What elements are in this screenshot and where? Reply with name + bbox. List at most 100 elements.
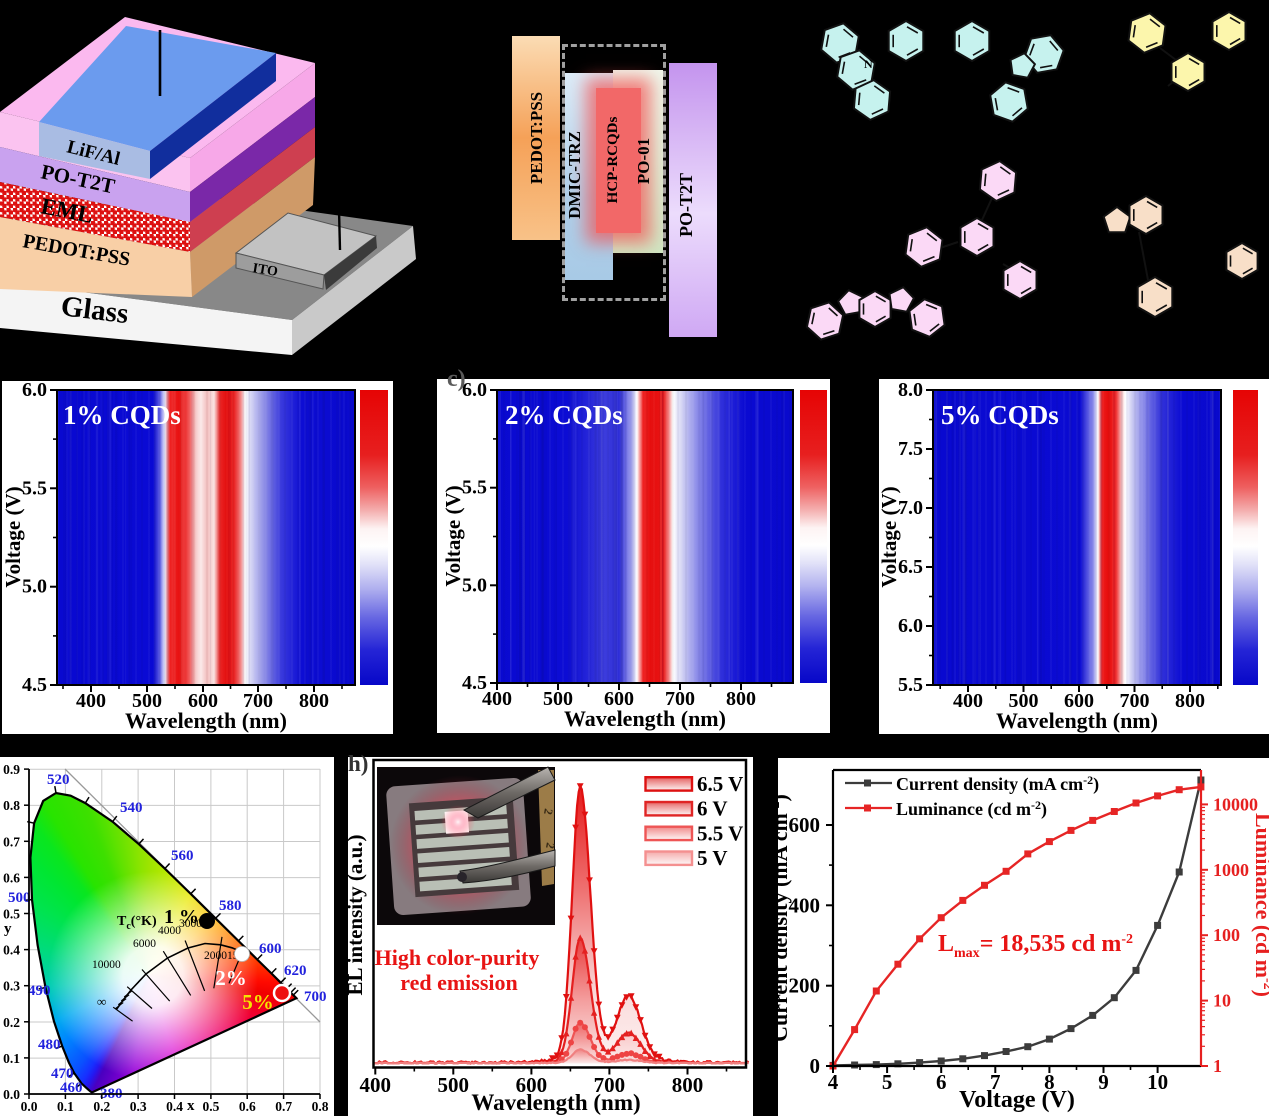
svg-text:1 %: 1 % bbox=[164, 906, 199, 928]
svg-text:7.0: 7.0 bbox=[898, 497, 923, 519]
svg-text:Luminance (cd m-2): Luminance (cd m-2) bbox=[1251, 813, 1269, 997]
svg-text:7.5: 7.5 bbox=[898, 438, 923, 460]
svg-text:10000: 10000 bbox=[92, 959, 121, 971]
svg-text:0.8: 0.8 bbox=[3, 798, 20, 813]
svg-text:5%: 5% bbox=[242, 990, 274, 1014]
svg-text:∞: ∞ bbox=[97, 994, 106, 1009]
svg-text:0.5: 0.5 bbox=[202, 1099, 219, 1114]
svg-text:600: 600 bbox=[516, 1073, 548, 1097]
svg-text:6.0: 6.0 bbox=[462, 379, 487, 401]
svg-text:1000: 1000 bbox=[1213, 860, 1249, 880]
svg-text:5.0: 5.0 bbox=[462, 574, 487, 596]
svg-text:4.5: 4.5 bbox=[462, 672, 487, 694]
svg-text:5 V: 5 V bbox=[697, 846, 728, 870]
svg-text:Wavelength (nm): Wavelength (nm) bbox=[471, 1090, 640, 1115]
svg-text:PEDOT:PSS: PEDOT:PSS bbox=[527, 92, 546, 184]
svg-text:8.0: 8.0 bbox=[898, 379, 923, 401]
svg-text:700: 700 bbox=[665, 688, 695, 710]
svg-text:0.2: 0.2 bbox=[93, 1099, 110, 1114]
svg-text:y: y bbox=[4, 921, 12, 937]
svg-text:0.7: 0.7 bbox=[3, 834, 20, 849]
svg-text:470: 470 bbox=[51, 1066, 74, 1082]
svg-text:0.1: 0.1 bbox=[3, 1051, 20, 1066]
svg-text:2%: 2% bbox=[215, 966, 247, 990]
svg-text:600: 600 bbox=[604, 688, 634, 710]
svg-text:500: 500 bbox=[1009, 690, 1039, 712]
svg-text:4.5: 4.5 bbox=[22, 674, 47, 696]
svg-text:0.3: 0.3 bbox=[3, 979, 20, 994]
svg-text:4000: 4000 bbox=[158, 925, 181, 937]
svg-text:0.7: 0.7 bbox=[275, 1099, 292, 1114]
svg-text:Tc(°K): Tc(°K) bbox=[117, 914, 157, 932]
svg-text:ITO: ITO bbox=[251, 261, 279, 280]
svg-text:6 V: 6 V bbox=[697, 797, 728, 821]
svg-text:Wavelength (nm): Wavelength (nm) bbox=[564, 706, 726, 731]
svg-text:red emission: red emission bbox=[400, 970, 518, 995]
svg-text:600: 600 bbox=[789, 813, 821, 837]
svg-text:Voltage (V): Voltage (V) bbox=[877, 486, 901, 587]
svg-text:c): c) bbox=[447, 366, 466, 392]
svg-text:5.5: 5.5 bbox=[462, 477, 487, 499]
svg-text:800: 800 bbox=[726, 688, 756, 710]
svg-text:400: 400 bbox=[76, 690, 106, 712]
svg-text:0.5: 0.5 bbox=[3, 907, 20, 922]
svg-text:10000: 10000 bbox=[1213, 794, 1258, 814]
svg-text:490: 490 bbox=[28, 983, 51, 999]
svg-text:HCP-RCQDs: HCP-RCQDs bbox=[605, 117, 621, 204]
svg-text:8: 8 bbox=[1044, 1070, 1055, 1094]
svg-text:700: 700 bbox=[243, 690, 273, 712]
svg-text:560: 560 bbox=[171, 848, 194, 864]
svg-text:Voltage (V): Voltage (V) bbox=[959, 1087, 1075, 1113]
svg-text:5.5: 5.5 bbox=[898, 674, 923, 696]
svg-text:0: 0 bbox=[810, 1054, 821, 1078]
svg-text:Wavelength (nm): Wavelength (nm) bbox=[996, 708, 1158, 733]
svg-text:700: 700 bbox=[1120, 690, 1150, 712]
svg-text:6000: 6000 bbox=[133, 938, 156, 950]
svg-text:200: 200 bbox=[789, 974, 821, 998]
svg-text:5.5: 5.5 bbox=[22, 477, 47, 499]
svg-text:800: 800 bbox=[1175, 690, 1205, 712]
svg-text:700: 700 bbox=[304, 989, 327, 1005]
svg-text:540: 540 bbox=[120, 800, 143, 816]
svg-text:500: 500 bbox=[438, 1073, 470, 1097]
svg-text:600: 600 bbox=[188, 690, 218, 712]
svg-text:460: 460 bbox=[60, 1080, 83, 1096]
svg-text:0.6: 0.6 bbox=[239, 1099, 256, 1114]
svg-text:5.5 V: 5.5 V bbox=[697, 821, 743, 845]
svg-text:400: 400 bbox=[789, 893, 821, 917]
svg-text:Voltage (V): Voltage (V) bbox=[441, 485, 465, 586]
svg-text:PO-T2T: PO-T2T bbox=[676, 173, 696, 237]
svg-text:1% CQDs: 1% CQDs bbox=[63, 400, 181, 430]
svg-text:0.4: 0.4 bbox=[166, 1099, 183, 1114]
svg-text:PO-01: PO-01 bbox=[634, 138, 653, 184]
svg-text:High color-purity: High color-purity bbox=[375, 945, 540, 970]
svg-text:9: 9 bbox=[1098, 1070, 1109, 1094]
svg-text:6.5 V: 6.5 V bbox=[697, 772, 743, 796]
svg-text:5% CQDs: 5% CQDs bbox=[941, 400, 1059, 430]
svg-text:0.0: 0.0 bbox=[21, 1099, 38, 1114]
svg-text:6.0: 6.0 bbox=[898, 615, 923, 637]
svg-text:620: 620 bbox=[284, 963, 307, 979]
svg-text:5: 5 bbox=[882, 1070, 893, 1094]
svg-text:DMIC-TRZ: DMIC-TRZ bbox=[565, 131, 584, 219]
svg-text:480: 480 bbox=[38, 1037, 61, 1053]
svg-text:10: 10 bbox=[1147, 1070, 1168, 1094]
svg-text:5.0: 5.0 bbox=[22, 576, 47, 598]
svg-text:0.9: 0.9 bbox=[3, 762, 20, 777]
svg-text:0.0: 0.0 bbox=[3, 1087, 20, 1102]
svg-text:h): h) bbox=[348, 751, 368, 776]
svg-text:500: 500 bbox=[132, 690, 162, 712]
svg-text:Lmax= 18,535 cd m-2: Lmax= 18,535 cd m-2 bbox=[938, 931, 1133, 961]
svg-text:4: 4 bbox=[828, 1070, 839, 1094]
svg-text:700: 700 bbox=[594, 1073, 626, 1097]
svg-text:10: 10 bbox=[1213, 991, 1231, 1011]
svg-text:1: 1 bbox=[1213, 1056, 1222, 1076]
svg-text:N: N bbox=[1171, 229, 1180, 243]
svg-text:800: 800 bbox=[672, 1073, 704, 1097]
svg-text:600: 600 bbox=[259, 941, 282, 957]
svg-text:500: 500 bbox=[543, 688, 573, 710]
svg-text:x: x bbox=[187, 1098, 195, 1114]
svg-text:Current density (mA cm-2): Current density (mA cm-2) bbox=[896, 773, 1099, 795]
svg-text:600: 600 bbox=[1064, 690, 1094, 712]
svg-text:Voltage (V): Voltage (V) bbox=[1, 486, 25, 587]
